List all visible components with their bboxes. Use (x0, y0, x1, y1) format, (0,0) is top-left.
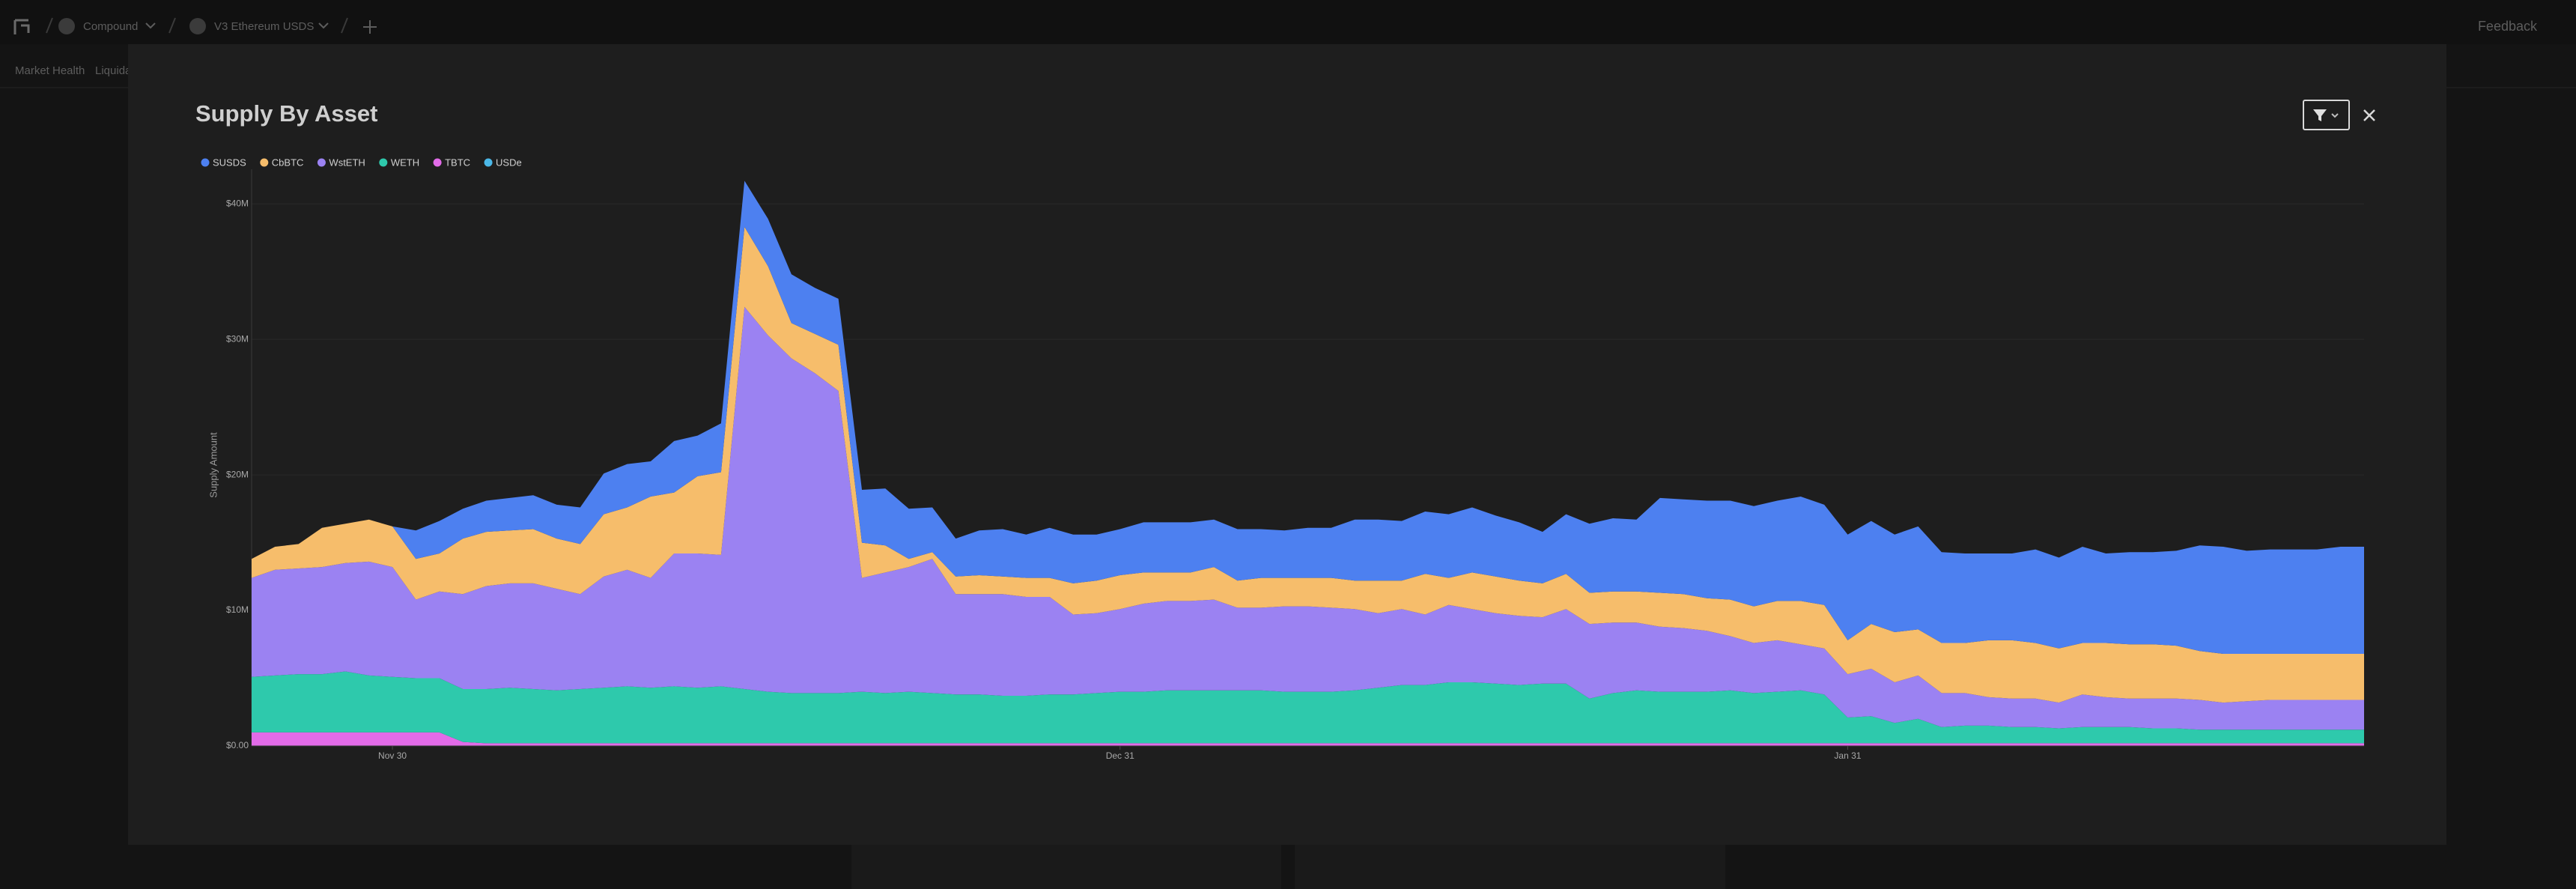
y-tick-label: $0.00 (226, 740, 249, 750)
close-button[interactable] (2363, 109, 2375, 121)
chevron (2331, 113, 2339, 118)
add-button[interactable] (363, 20, 377, 34)
legend-swatch (260, 158, 269, 167)
top-bar (0, 0, 2576, 44)
legend-label: CbBTC (272, 157, 304, 168)
y-tick-label: $20M (226, 469, 249, 479)
chart-title: Supply By Asset (195, 100, 377, 127)
area (252, 732, 2364, 746)
legend-label: USDe (496, 157, 522, 168)
plot: $0.00 $10M $20M $30M $40M Nov 30 Dec 31 Jan 31 S… (201, 157, 2364, 761)
legend-swatch (484, 158, 493, 167)
area (252, 180, 2364, 654)
market-icon (189, 18, 206, 34)
legend-swatch (201, 158, 210, 167)
filter-frame (2303, 100, 2350, 130)
legend-swatch (433, 158, 442, 167)
area (252, 671, 2364, 744)
x-tick-label: Dec 31 (1106, 750, 1134, 761)
filter-icon (2313, 109, 2327, 121)
separator (168, 17, 176, 34)
chevron[interactable] (318, 22, 329, 29)
protocol-icon (58, 18, 75, 34)
background-panel (851, 845, 1281, 889)
x-tick-label: Jan 31 (1834, 750, 1861, 761)
market-name[interactable]: V3 Ethereum USDS (214, 20, 314, 33)
logo-mark (13, 19, 30, 34)
tab[interactable]: Liquida (95, 64, 132, 77)
y-tick-label: $30M (226, 333, 249, 344)
legend-swatch (317, 158, 326, 167)
x-tick-label: Nov 30 (378, 750, 407, 761)
legend-label: SUSDS (213, 157, 246, 168)
legend-label: WETH (391, 157, 419, 168)
y-axis-title: Supply Amount (207, 432, 219, 498)
logo[interactable] (13, 19, 30, 34)
separator (341, 17, 348, 34)
feedback-link[interactable]: Feedback (2478, 19, 2538, 34)
area (252, 227, 2364, 703)
y-tick-label: $10M (226, 604, 249, 615)
legend-swatch (379, 158, 388, 167)
area (252, 306, 2364, 730)
filter-button[interactable] (2303, 100, 2350, 130)
chevron[interactable] (145, 22, 156, 29)
y-tick-label: $40M (226, 198, 249, 208)
protocol-name[interactable]: Compound (83, 20, 138, 33)
legend-label: WstETH (329, 157, 365, 168)
tab[interactable]: Market Health (15, 64, 85, 77)
legend-label: TBTC (445, 157, 470, 168)
separator (46, 17, 53, 34)
background-panel (1295, 845, 1725, 889)
